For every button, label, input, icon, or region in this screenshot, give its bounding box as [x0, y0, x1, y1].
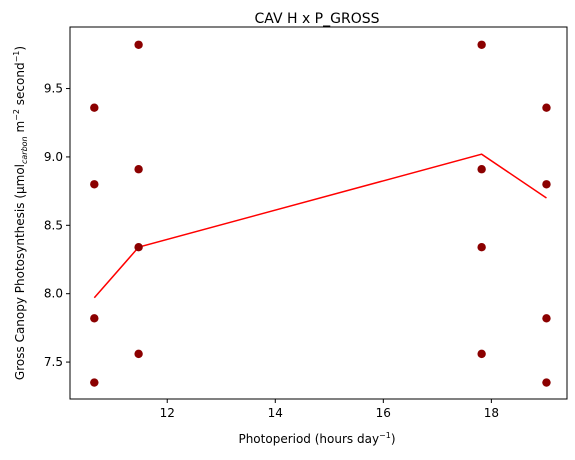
scatter-point	[477, 40, 486, 49]
y-axis: 7.5 8.0 8.5 9.0 9.5	[44, 82, 70, 369]
x-axis-label: Photoperiod (hours day−1)	[238, 431, 395, 446]
x-tick-label: 14	[268, 406, 283, 420]
y-tick-label: 9.5	[44, 82, 63, 96]
y-axis-label: Gross Canopy Photosynthesis (µmolcarbon …	[12, 46, 29, 380]
scatter-point	[477, 349, 486, 359]
x-tick-label: 16	[376, 406, 391, 420]
y-tick-label: 9.0	[44, 150, 63, 164]
x-tick-label: 12	[160, 406, 175, 420]
scatter-point	[90, 378, 99, 387]
x-tick-label: 18	[484, 406, 499, 420]
scatter-point	[90, 180, 99, 189]
scatter-point	[134, 165, 143, 174]
trend-line	[93, 153, 547, 299]
chart-title: CAV H x P_GROSS	[254, 11, 379, 27]
scatter-point	[134, 242, 143, 252]
scatter-point	[542, 180, 551, 189]
scatter-point	[477, 242, 486, 252]
scatter-point	[134, 349, 143, 359]
y-tick-label: 8.0	[44, 287, 63, 301]
scatter-point	[90, 314, 99, 323]
scatter-point	[542, 378, 551, 387]
y-tick-label: 7.5	[44, 355, 63, 369]
plot-area	[69, 26, 568, 400]
scatter-point	[134, 40, 143, 49]
scatter-point	[542, 314, 551, 323]
y-tick-label: 8.5	[44, 218, 63, 232]
scatter-point	[90, 103, 99, 112]
scatter-points	[90, 40, 551, 387]
scatter-point	[477, 165, 486, 174]
scatter-point	[542, 103, 551, 112]
x-axis: 12 14 16 18	[160, 399, 499, 420]
